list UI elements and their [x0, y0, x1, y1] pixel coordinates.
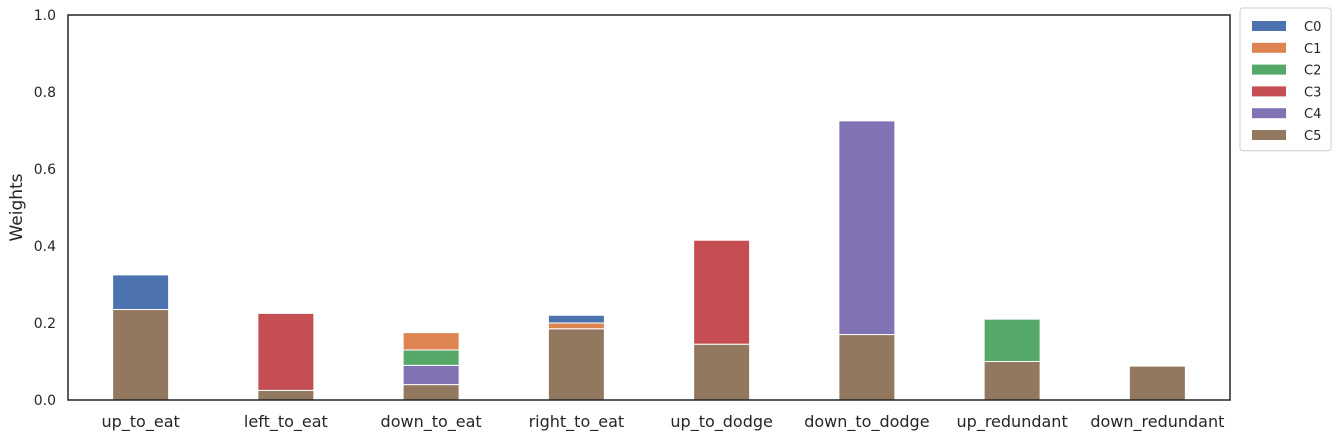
bar-left_to_eat-C5: [257, 389, 315, 401]
bar-up_redundant-C2: [983, 318, 1041, 362]
bar-down_redundant-C5: [1128, 365, 1186, 401]
y-tick-label: 0.6: [34, 162, 56, 178]
y-tick-label: 0.0: [34, 393, 56, 409]
y-axis-ticks: 0.0 0.2 0.4 0.6 0.8 1.0: [34, 8, 56, 409]
legend-swatch-C4: [1252, 108, 1286, 119]
bar-down_to_dodge-C5: [838, 334, 896, 401]
legend-label-C3: C3: [1304, 85, 1321, 100]
legend: C0 C1 C2 C3 C4 C5: [1239, 7, 1332, 152]
bar-right_to_eat-C1: [547, 322, 605, 330]
bar-up_to_dodge-C3: [693, 239, 751, 345]
plot-frame: [67, 14, 1231, 401]
legend-label-C1: C1: [1304, 42, 1321, 57]
bar-down_to_dodge-C4: [838, 120, 896, 336]
y-tick-label: 1.0: [34, 8, 56, 24]
legend-swatch-C2: [1252, 64, 1286, 75]
y-tick-label: 0.8: [34, 85, 56, 101]
bar-down_to_eat-C4: [402, 364, 460, 386]
legend-swatch-C0: [1252, 21, 1286, 31]
x-tick-label: left_to_eat: [244, 412, 328, 432]
x-tick-label: up_to_dodge: [670, 412, 772, 432]
x-axis-ticks: up_to_eat left_to_eat down_to_eat right_to_…: [101, 412, 1224, 432]
bar-right_to_eat-C5: [547, 328, 605, 401]
bar-right_to_eat-C0: [547, 314, 605, 324]
bar-down_to_eat-C5: [402, 384, 460, 401]
bar-down_to_eat-C2: [402, 349, 460, 366]
y-axis-label: Weights: [7, 173, 27, 241]
bar-down_to_eat-C1: [402, 332, 460, 351]
y-tick-label: 0.2: [34, 316, 56, 332]
legend-label-C4: C4: [1304, 107, 1321, 122]
y-tick-label: 0.4: [34, 239, 56, 255]
x-tick-label: up_to_eat: [101, 412, 179, 432]
x-tick-label: up_redundant: [957, 412, 1068, 432]
legend-swatch-C5: [1252, 130, 1286, 140]
legend-label-C0: C0: [1304, 20, 1321, 35]
bars-group: [112, 120, 1186, 401]
x-tick-label: down_to_dodge: [804, 412, 929, 432]
bar-up_redundant-C5: [983, 361, 1041, 401]
x-tick-label: right_to_eat: [529, 412, 625, 432]
x-tick-label: down_redundant: [1090, 412, 1224, 432]
legend-label-C5: C5: [1304, 129, 1321, 144]
bar-up_to_eat-C5: [112, 309, 170, 401]
legend-swatch-C3: [1252, 86, 1286, 97]
x-tick-label: down_to_eat: [381, 412, 482, 432]
bar-up_to_dodge-C5: [693, 343, 751, 401]
bar-up_to_eat-C0: [112, 274, 170, 311]
legend-swatch-C1: [1252, 42, 1286, 53]
bar-left_to_eat-C3: [257, 312, 315, 391]
legend-label-C2: C2: [1304, 64, 1321, 79]
